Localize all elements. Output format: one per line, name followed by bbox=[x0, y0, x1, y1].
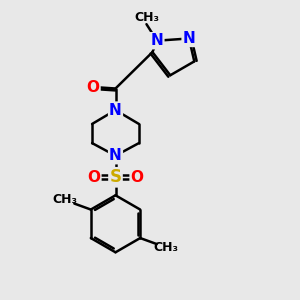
Text: N: N bbox=[109, 103, 122, 118]
Text: S: S bbox=[110, 168, 122, 186]
Text: CH₃: CH₃ bbox=[53, 194, 78, 206]
Text: CH₃: CH₃ bbox=[153, 241, 178, 254]
Text: N: N bbox=[151, 33, 164, 48]
Text: N: N bbox=[109, 148, 122, 163]
Text: O: O bbox=[130, 170, 144, 185]
Text: O: O bbox=[86, 80, 100, 94]
Text: CH₃: CH₃ bbox=[134, 11, 159, 24]
Text: O: O bbox=[87, 170, 101, 185]
Text: N: N bbox=[183, 31, 195, 46]
